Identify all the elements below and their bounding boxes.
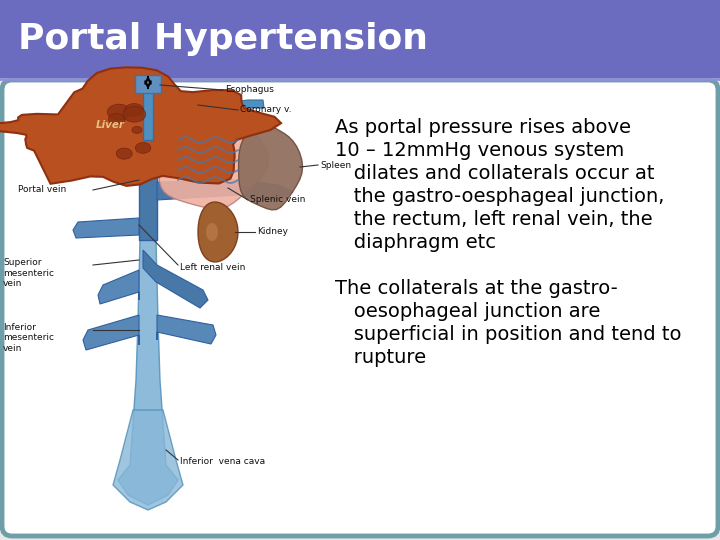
Text: Coronary v.: Coronary v. xyxy=(240,105,292,114)
Ellipse shape xyxy=(125,104,143,117)
Polygon shape xyxy=(198,202,238,262)
Text: Kidney: Kidney xyxy=(257,227,288,237)
Polygon shape xyxy=(238,124,302,210)
Text: diaphragm etc: diaphragm etc xyxy=(335,233,496,252)
Polygon shape xyxy=(118,240,178,505)
Polygon shape xyxy=(98,270,139,304)
Text: As portal pressure rises above: As portal pressure rises above xyxy=(335,118,631,137)
Polygon shape xyxy=(143,92,153,140)
Text: Liver: Liver xyxy=(96,120,125,130)
Polygon shape xyxy=(157,180,293,200)
Polygon shape xyxy=(157,315,216,344)
Polygon shape xyxy=(143,250,208,308)
FancyBboxPatch shape xyxy=(0,0,720,78)
FancyBboxPatch shape xyxy=(135,75,161,93)
Polygon shape xyxy=(153,100,264,128)
Text: Left renal vein: Left renal vein xyxy=(180,262,246,272)
Ellipse shape xyxy=(206,223,218,241)
Polygon shape xyxy=(0,68,281,186)
Text: 10 – 12mmHg venous system: 10 – 12mmHg venous system xyxy=(335,141,624,160)
Text: Spleen: Spleen xyxy=(320,160,351,170)
Text: superficial in position and tend to: superficial in position and tend to xyxy=(335,325,682,344)
Text: Portal vein: Portal vein xyxy=(18,186,66,194)
Text: oesophageal junction are: oesophageal junction are xyxy=(335,302,600,321)
FancyBboxPatch shape xyxy=(2,80,718,536)
Text: the rectum, left renal vein, the: the rectum, left renal vein, the xyxy=(335,210,652,229)
Text: Superior
mesenteric
vein: Superior mesenteric vein xyxy=(3,258,54,288)
Ellipse shape xyxy=(116,148,132,159)
Ellipse shape xyxy=(135,143,151,153)
Ellipse shape xyxy=(109,113,125,125)
Text: Inferior  vena cava: Inferior vena cava xyxy=(180,457,265,467)
Polygon shape xyxy=(76,135,139,152)
Text: The collaterals at the gastro-: The collaterals at the gastro- xyxy=(335,279,618,298)
Ellipse shape xyxy=(107,104,130,120)
Polygon shape xyxy=(139,145,157,240)
Polygon shape xyxy=(113,410,183,510)
Text: the gastro-oesphageal junction,: the gastro-oesphageal junction, xyxy=(335,187,665,206)
Text: Splenic vein: Splenic vein xyxy=(250,195,305,205)
Ellipse shape xyxy=(123,106,145,122)
Polygon shape xyxy=(73,218,139,238)
Text: Portal Hypertension: Portal Hypertension xyxy=(18,22,428,56)
Text: Inferior
mesenteric
vein: Inferior mesenteric vein xyxy=(3,323,54,353)
Text: rupture: rupture xyxy=(335,348,426,367)
Polygon shape xyxy=(158,111,269,209)
Text: Esophagus: Esophagus xyxy=(225,85,274,94)
Ellipse shape xyxy=(132,126,142,133)
Text: dilates and collaterals occur at: dilates and collaterals occur at xyxy=(335,164,654,183)
Polygon shape xyxy=(157,130,230,152)
Polygon shape xyxy=(83,315,139,350)
